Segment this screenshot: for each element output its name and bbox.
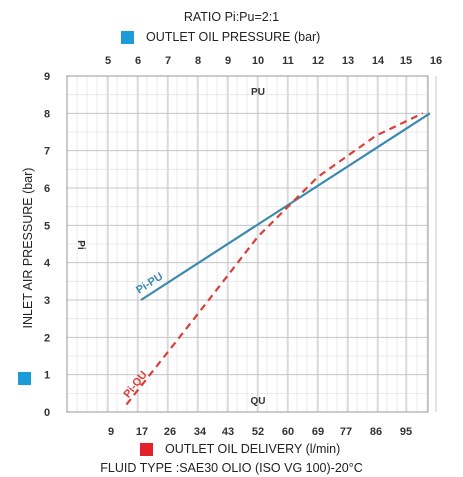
pu-axis-marker: PU xyxy=(251,87,265,98)
pi-qu-series-label: Pi-QU xyxy=(121,369,149,400)
inlet-pressure-swatch xyxy=(18,372,31,385)
bottom-tick-label: 43 xyxy=(222,426,234,438)
top-tick-label: 9 xyxy=(225,55,231,67)
y-tick-label: 3 xyxy=(44,295,50,307)
bottom-tick-label: 17 xyxy=(136,426,148,438)
top-tick-label: 15 xyxy=(400,55,412,67)
y-tick-label: 1 xyxy=(44,370,50,382)
y-tick-label: 2 xyxy=(44,332,50,344)
top-tick-label: 13 xyxy=(342,55,354,67)
top-tick-label: 14 xyxy=(372,55,385,67)
fluid-type-note: FLUID TYPE :SAE30 OLIO (ISO VG 100)-20°C xyxy=(100,461,363,475)
top-tick-label: 6 xyxy=(135,55,141,67)
bottom-tick-label: 52 xyxy=(252,426,264,438)
pi-pu-series-label: Pi-PU xyxy=(134,270,165,296)
bottom-tick-label: 9 xyxy=(108,426,114,438)
pi-pu-series-line xyxy=(140,112,431,301)
y-tick-label: 5 xyxy=(44,220,50,232)
top-tick-label: 8 xyxy=(195,55,201,67)
y-tick-label: 8 xyxy=(44,108,50,120)
plot-border xyxy=(66,75,429,413)
y-tick-label: 9 xyxy=(44,71,50,83)
top-tick-label: 11 xyxy=(282,55,294,67)
top-tick-label: 10 xyxy=(252,55,264,67)
top-tick-label: 5 xyxy=(105,55,111,67)
bottom-tick-label: 86 xyxy=(370,426,382,438)
outlet-delivery-legend: OUTLET OIL DELIVERY (l/min) xyxy=(140,442,340,456)
bottom-tick-label: 34 xyxy=(194,426,207,438)
y-tick-label: 4 xyxy=(44,258,51,270)
pi-axis-marker: Pi xyxy=(75,240,86,250)
ratio-title: RATIO Pi:Pu=2:1 xyxy=(183,10,280,24)
y-tick-label: 6 xyxy=(44,183,50,195)
bottom-tick-label: 95 xyxy=(400,426,412,438)
pi-qu-series-line xyxy=(125,112,424,406)
y-tick-label: 0 xyxy=(44,407,50,419)
outlet-delivery-legend-label: OUTLET OIL DELIVERY (l/min) xyxy=(165,442,341,456)
bottom-tick-label: 77 xyxy=(340,426,352,438)
qu-axis-marker: QU xyxy=(251,396,266,407)
outlet-pressure-swatch xyxy=(121,30,134,44)
bottom-tick-label: 26 xyxy=(164,426,176,438)
bottom-tick-label: 60 xyxy=(282,426,294,438)
outlet-pressure-legend-label: OUTLET OIL PRESSURE (bar) xyxy=(146,30,321,44)
top-tick-label: 12 xyxy=(312,55,324,67)
outlet-delivery-swatch xyxy=(140,442,153,456)
top-tick-label: 7 xyxy=(165,55,171,67)
top-tick-label: 16 xyxy=(430,55,442,67)
bottom-tick-label: 69 xyxy=(312,426,324,438)
y-tick-label: 7 xyxy=(44,146,50,158)
outlet-pressure-legend: OUTLET OIL PRESSURE (bar) xyxy=(121,30,320,44)
